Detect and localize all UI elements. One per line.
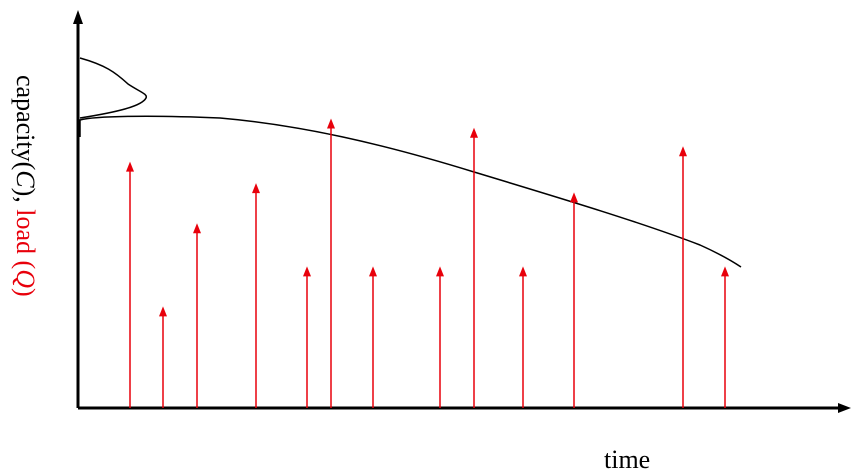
load-pulse-arrowhead (126, 161, 134, 172)
load-pulse-arrowhead (193, 223, 201, 234)
load-pulse-arrowhead (327, 118, 335, 129)
y-label-load: load ( (11, 209, 40, 270)
load-pulse-arrowhead (303, 266, 311, 277)
load-pulse-arrowhead (436, 266, 444, 277)
load-pulses (126, 118, 729, 408)
load-pulse-arrowhead (470, 127, 478, 138)
axes (73, 10, 851, 413)
load-pulse-arrowhead (721, 266, 729, 277)
y-axis-arrowhead (73, 10, 83, 24)
load-pulse-arrowhead (679, 146, 687, 157)
capacity-curve (79, 115, 742, 268)
y-label-prefix: capacity( (11, 75, 40, 171)
y-label-c: C (11, 170, 40, 188)
y-label-mid: ), (11, 187, 40, 210)
x-axis-arrowhead (838, 403, 851, 413)
load-pulse-arrowhead (159, 306, 167, 317)
capacity-density-curve (79, 57, 148, 119)
load-pulse-arrowhead (369, 266, 377, 277)
y-label-close: ) (11, 287, 40, 297)
x-axis-label: time (604, 445, 651, 474)
y-axis-label: capacity(C), load (Q) (5, 75, 45, 375)
load-pulse-arrowhead (252, 183, 260, 194)
load-pulse-arrowhead (519, 266, 527, 277)
load-pulse-arrowhead (570, 192, 578, 203)
y-label-q: Q (11, 269, 40, 288)
